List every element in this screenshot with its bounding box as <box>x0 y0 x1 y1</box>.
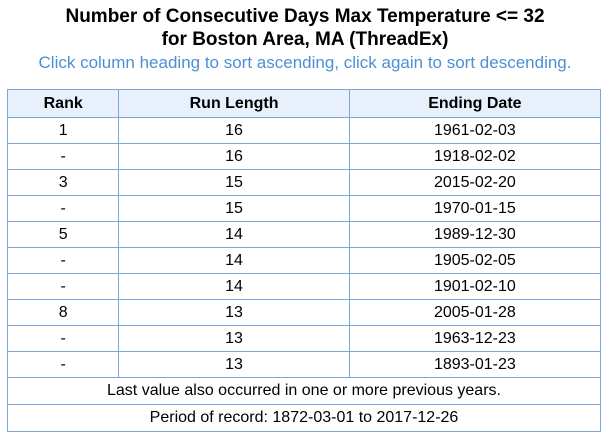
ending-date-cell: 1989-12-30 <box>348 221 602 248</box>
table-footer: Last value also occurred in one or more … <box>7 377 601 432</box>
ending-date-cell: 1961-02-03 <box>348 117 602 144</box>
footnote-text: Last value also occurred in one or more … <box>7 377 601 405</box>
column-header-rank[interactable]: Rank <box>6 89 120 118</box>
run-length-cell: 15 <box>118 195 350 222</box>
rank-cell: - <box>6 325 120 352</box>
run-length-cell: 13 <box>118 325 350 352</box>
table-row: - 14 1905-02-05 <box>6 247 602 274</box>
ending-date-cell: 1905-02-05 <box>348 247 602 274</box>
ending-date-cell: 1901-02-10 <box>348 273 602 300</box>
rank-cell: - <box>6 195 120 222</box>
rank-cell: 3 <box>6 169 120 196</box>
table-row: - 16 1918-02-02 <box>6 143 602 170</box>
table-row: 3 15 2015-02-20 <box>6 169 602 196</box>
table-row: - 15 1970-01-15 <box>6 195 602 222</box>
run-length-cell: 16 <box>118 117 350 144</box>
run-length-cell: 14 <box>118 221 350 248</box>
results-table: Rank Run Length Ending Date 1 16 1961-02… <box>6 89 602 432</box>
table-row: - 13 1893-01-23 <box>6 351 602 378</box>
rank-cell: - <box>6 247 120 274</box>
ending-date-cell: 1963-12-23 <box>348 325 602 352</box>
rank-cell: - <box>6 351 120 378</box>
sort-instructions: Click column heading to sort ascending, … <box>38 53 572 72</box>
run-length-cell: 14 <box>118 247 350 274</box>
period-of-record: Period of record: 1872-03-01 to 2017-12-… <box>7 404 601 432</box>
run-length-cell: 15 <box>118 169 350 196</box>
title-line-1: Number of Consecutive Days Max Temperatu… <box>65 6 545 27</box>
run-length-cell: 14 <box>118 273 350 300</box>
column-header-run-length[interactable]: Run Length <box>118 89 350 118</box>
table-row: - 13 1963-12-23 <box>6 325 602 352</box>
header-row: Rank Run Length Ending Date <box>6 89 602 118</box>
page-title: Number of Consecutive Days Max Temperatu… <box>0 0 610 51</box>
title-line-2: for Boston Area, MA (ThreadEx) <box>161 29 449 50</box>
rank-cell: - <box>6 273 120 300</box>
run-length-cell: 13 <box>118 299 350 326</box>
rank-cell: 8 <box>6 299 120 326</box>
ending-date-cell: 1893-01-23 <box>348 351 602 378</box>
table-row: 1 16 1961-02-03 <box>6 117 602 144</box>
ending-date-cell: 1970-01-15 <box>348 195 602 222</box>
ending-date-cell: 2005-01-28 <box>348 299 602 326</box>
table-row: 5 14 1989-12-30 <box>6 221 602 248</box>
table-body: 1 16 1961-02-03 - 16 1918-02-02 3 15 201… <box>6 117 602 378</box>
column-header-ending-date[interactable]: Ending Date <box>348 89 602 118</box>
footnote-row: Last value also occurred in one or more … <box>7 377 601 405</box>
table-header: Rank Run Length Ending Date <box>6 89 602 118</box>
ending-date-cell: 1918-02-02 <box>348 143 602 170</box>
run-length-cell: 13 <box>118 351 350 378</box>
run-length-cell: 16 <box>118 143 350 170</box>
rank-cell: 1 <box>6 117 120 144</box>
rank-cell: - <box>6 143 120 170</box>
table-row: 8 13 2005-01-28 <box>6 299 602 326</box>
ending-date-cell: 2015-02-20 <box>348 169 602 196</box>
table-row: - 14 1901-02-10 <box>6 273 602 300</box>
period-row: Period of record: 1872-03-01 to 2017-12-… <box>7 404 601 432</box>
rank-cell: 5 <box>6 221 120 248</box>
